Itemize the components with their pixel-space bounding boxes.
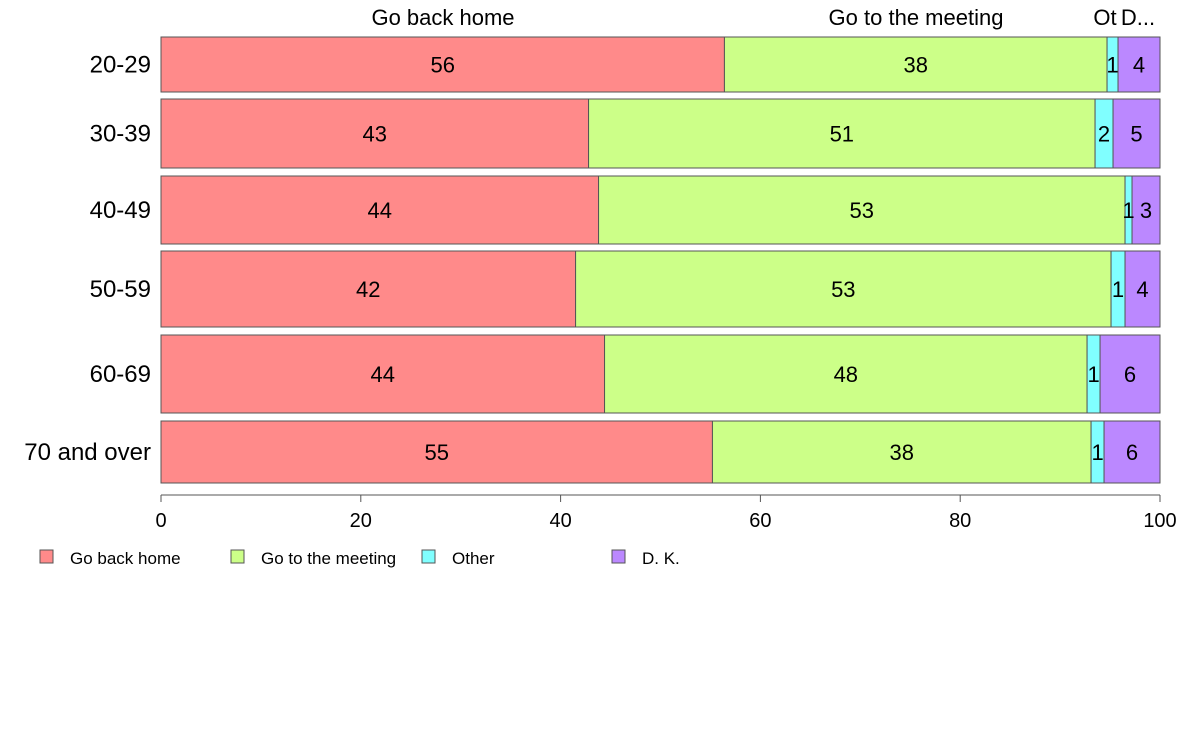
y-label-40-49: 40-49 xyxy=(90,197,151,224)
value-labels-group: 56 38 1 443 51 2 544 53 1 342 53 1 444 48 1 655 38 1 6 xyxy=(356,53,1152,466)
value-label-50-59-d-k: 4 xyxy=(1136,277,1148,302)
value-label-20-29-go-back-home: 56 xyxy=(430,53,454,78)
bar-40-49-go-to-the-meeting xyxy=(598,175,1126,245)
top-label-dk: D... xyxy=(1121,5,1155,30)
bar-40-49-go-back-home xyxy=(160,175,600,245)
x-tick-label-80: 80 xyxy=(949,510,971,532)
value-label-60-69-go-back-home: 44 xyxy=(371,362,395,387)
bar-60-69-go-back-home xyxy=(160,334,606,414)
value-label-40-49-other: 1 xyxy=(1122,198,1134,223)
x-tick-label-20: 20 xyxy=(350,510,372,532)
x-tick-label-40: 40 xyxy=(549,510,571,532)
value-label-40-49-go-to-the-meeting: 53 xyxy=(850,198,874,223)
legend-label-other: Other xyxy=(452,549,495,568)
bar-30-39-go-to-the-meeting xyxy=(588,98,1096,169)
value-label-70-and-over-go-back-home: 55 xyxy=(424,440,448,465)
value-label-30-39-other: 2 xyxy=(1098,122,1110,147)
value-label-30-39-go-to-the-meeting: 51 xyxy=(830,122,854,147)
legend-swatch-other xyxy=(421,549,436,564)
value-label-60-69-d-k: 6 xyxy=(1124,362,1136,387)
value-label-50-59-go-back-home: 42 xyxy=(356,277,380,302)
value-label-60-69-go-to-the-meeting: 48 xyxy=(834,362,858,387)
bar-50-59-go-to-the-meeting xyxy=(575,250,1112,328)
bar-30-39-d-k xyxy=(1112,98,1161,169)
y-label-70-and-over: 70 and over xyxy=(24,439,151,466)
legend-label-go-to-the-meeting: Go to the meeting xyxy=(261,549,396,568)
bar-40-49-d-k xyxy=(1131,175,1161,245)
bar-70-and-over-d-k xyxy=(1103,420,1161,484)
value-label-60-69-other: 1 xyxy=(1087,362,1099,387)
bar-50-59-go-back-home xyxy=(160,250,577,328)
top-label-other: Ot xyxy=(1093,5,1116,30)
bar-70-and-over-go-back-home xyxy=(160,420,713,484)
value-label-20-29-other: 1 xyxy=(1106,53,1118,78)
y-label-20-29: 20-29 xyxy=(90,52,151,79)
x-tick-label-60: 60 xyxy=(749,510,771,532)
y-label-50-59: 50-59 xyxy=(90,276,151,303)
bar-50-59-d-k xyxy=(1124,250,1161,328)
y-label-30-39: 30-39 xyxy=(90,121,151,148)
value-label-70-and-over-go-to-the-meeting: 38 xyxy=(890,440,914,465)
legend-swatch-go-back-home xyxy=(39,549,54,564)
legend-swatch-go-to-the-meeting xyxy=(230,549,245,564)
value-label-20-29-d-k: 4 xyxy=(1133,53,1145,78)
value-label-20-29-go-to-the-meeting: 38 xyxy=(904,53,928,78)
value-label-70-and-over-other: 1 xyxy=(1091,440,1103,465)
legend-label-go-back-home: Go back home xyxy=(70,549,181,568)
x-tick-label-0: 0 xyxy=(155,510,166,532)
x-tick-label-100: 100 xyxy=(1143,510,1176,532)
top-series-labels: Go back home Go to the meeting Ot D... xyxy=(371,5,1155,30)
y-label-60-69: 60-69 xyxy=(90,361,151,388)
y-axis-labels: 20-29 30-39 40-49 50-59 60-69 70 and over xyxy=(24,52,151,467)
legend-label-d-k: D. K. xyxy=(642,549,680,568)
bar-70-and-over-go-to-the-meeting xyxy=(711,420,1092,484)
bars-group xyxy=(160,36,1161,484)
top-label-go-to-meeting: Go to the meeting xyxy=(829,5,1004,30)
value-label-30-39-go-back-home: 43 xyxy=(363,122,387,147)
legend: Go back home Go to the meeting Other D. K. xyxy=(39,549,680,568)
legend-swatch-d-k xyxy=(611,549,626,564)
x-axis: 0 20 40 60 80 100 xyxy=(155,494,1177,532)
value-label-40-49-d-k: 3 xyxy=(1140,198,1152,223)
value-label-30-39-d-k: 5 xyxy=(1130,122,1142,147)
bar-20-29-d-k xyxy=(1117,36,1161,93)
bar-60-69-d-k xyxy=(1099,334,1161,414)
value-label-70-and-over-d-k: 6 xyxy=(1126,440,1138,465)
top-label-go-back-home: Go back home xyxy=(371,5,514,30)
bar-20-29-go-back-home xyxy=(160,36,725,93)
bar-20-29-go-to-the-meeting xyxy=(723,36,1108,93)
value-label-50-59-go-to-the-meeting: 53 xyxy=(831,277,855,302)
value-label-50-59-other: 1 xyxy=(1112,277,1124,302)
value-label-40-49-go-back-home: 44 xyxy=(368,198,392,223)
bar-30-39-go-back-home xyxy=(160,98,590,169)
bar-60-69-go-to-the-meeting xyxy=(604,334,1088,414)
